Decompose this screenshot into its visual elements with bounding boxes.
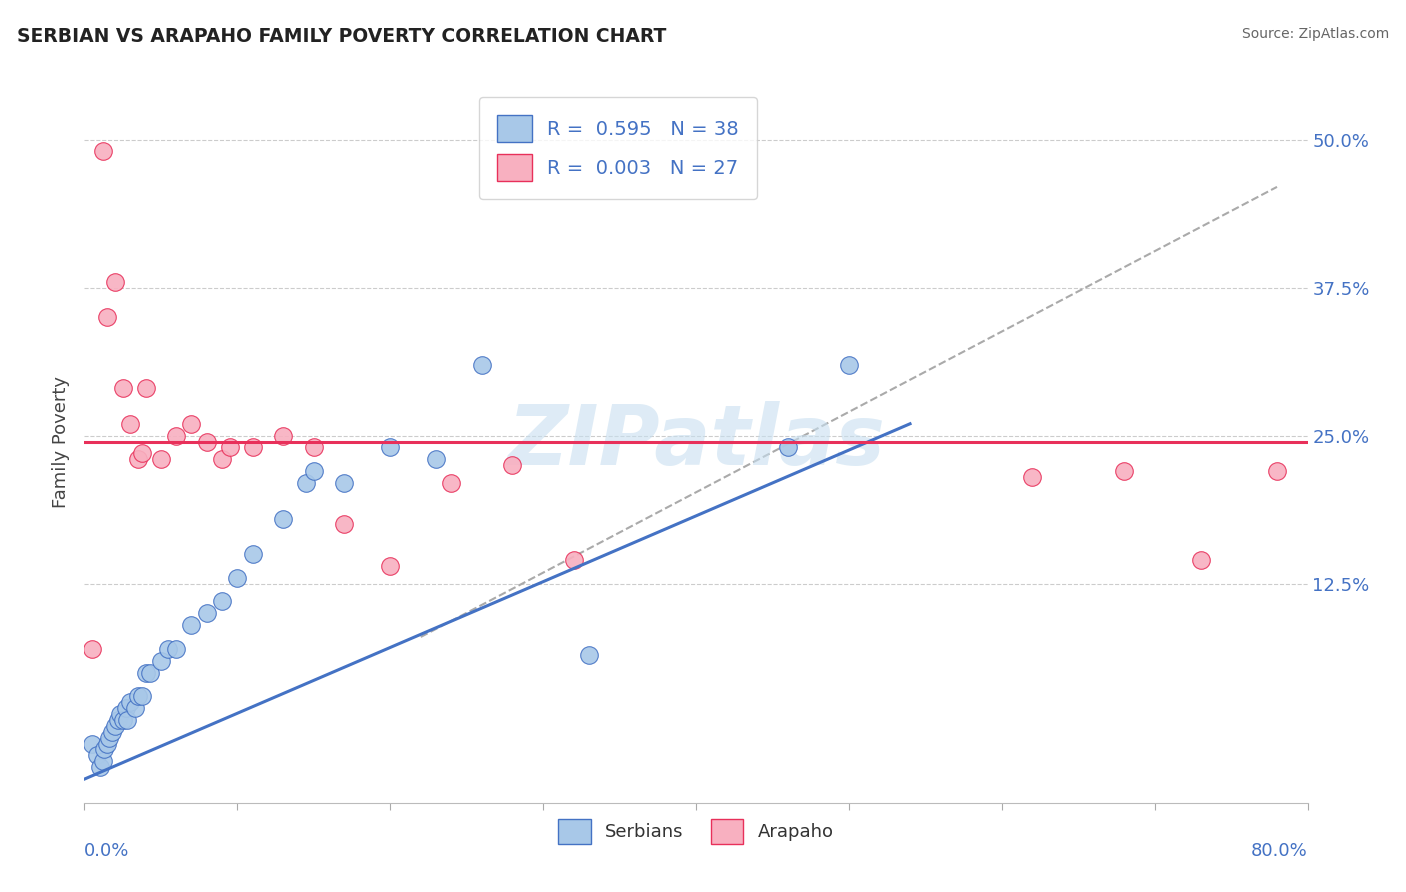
Point xyxy=(107,713,129,727)
Point xyxy=(127,452,149,467)
Point xyxy=(502,458,524,473)
Point xyxy=(115,713,138,727)
Legend: Serbians, Arapaho: Serbians, Arapaho xyxy=(544,805,848,859)
Point xyxy=(91,145,114,159)
Point xyxy=(333,475,356,490)
Point xyxy=(165,428,187,442)
Point xyxy=(80,737,103,751)
Point xyxy=(295,475,318,490)
Point xyxy=(120,695,142,709)
Point xyxy=(333,517,356,532)
Point xyxy=(131,446,153,460)
Point xyxy=(139,665,162,680)
Point xyxy=(302,464,325,478)
Text: ZIPatlas: ZIPatlas xyxy=(508,401,884,482)
Point xyxy=(271,428,294,442)
Point xyxy=(226,571,249,585)
Point xyxy=(135,665,157,680)
Point xyxy=(218,441,240,455)
Point xyxy=(135,381,157,395)
Point xyxy=(1265,464,1288,478)
Point xyxy=(104,719,127,733)
Point xyxy=(380,558,402,573)
Point xyxy=(242,441,264,455)
Point xyxy=(380,441,402,455)
Text: 0.0%: 0.0% xyxy=(84,842,129,860)
Point xyxy=(111,713,134,727)
Point xyxy=(93,742,115,756)
Point xyxy=(211,452,233,467)
Text: 80.0%: 80.0% xyxy=(1251,842,1308,860)
Point xyxy=(1189,553,1212,567)
Point xyxy=(211,594,233,608)
Point xyxy=(302,441,325,455)
Point xyxy=(195,607,218,621)
Point xyxy=(97,731,120,745)
Point xyxy=(440,475,463,490)
Point xyxy=(149,654,172,668)
Point xyxy=(157,641,180,656)
Point xyxy=(124,701,146,715)
Point xyxy=(101,724,124,739)
Point xyxy=(471,358,494,372)
Point xyxy=(111,381,134,395)
Text: SERBIAN VS ARAPAHO FAMILY POVERTY CORRELATION CHART: SERBIAN VS ARAPAHO FAMILY POVERTY CORREL… xyxy=(17,27,666,45)
Text: Source: ZipAtlas.com: Source: ZipAtlas.com xyxy=(1241,27,1389,41)
Point xyxy=(180,618,202,632)
Point xyxy=(425,452,447,467)
Point xyxy=(838,358,860,372)
Point xyxy=(104,275,127,289)
Point xyxy=(195,434,218,449)
Point xyxy=(80,641,103,656)
Point xyxy=(127,689,149,703)
Point xyxy=(86,748,108,763)
Point xyxy=(242,547,264,561)
Point xyxy=(114,701,136,715)
Point xyxy=(131,689,153,703)
Point xyxy=(96,737,118,751)
Point xyxy=(562,553,585,567)
Point xyxy=(149,452,172,467)
Point xyxy=(91,755,114,769)
Point xyxy=(1021,470,1043,484)
Point xyxy=(776,441,799,455)
Point xyxy=(165,641,187,656)
Point xyxy=(180,417,202,431)
Point xyxy=(89,760,111,774)
Point xyxy=(271,511,294,525)
Y-axis label: Family Poverty: Family Poverty xyxy=(52,376,70,508)
Point xyxy=(1114,464,1136,478)
Point xyxy=(108,706,131,721)
Point xyxy=(578,648,600,662)
Point xyxy=(96,310,118,325)
Point xyxy=(120,417,142,431)
